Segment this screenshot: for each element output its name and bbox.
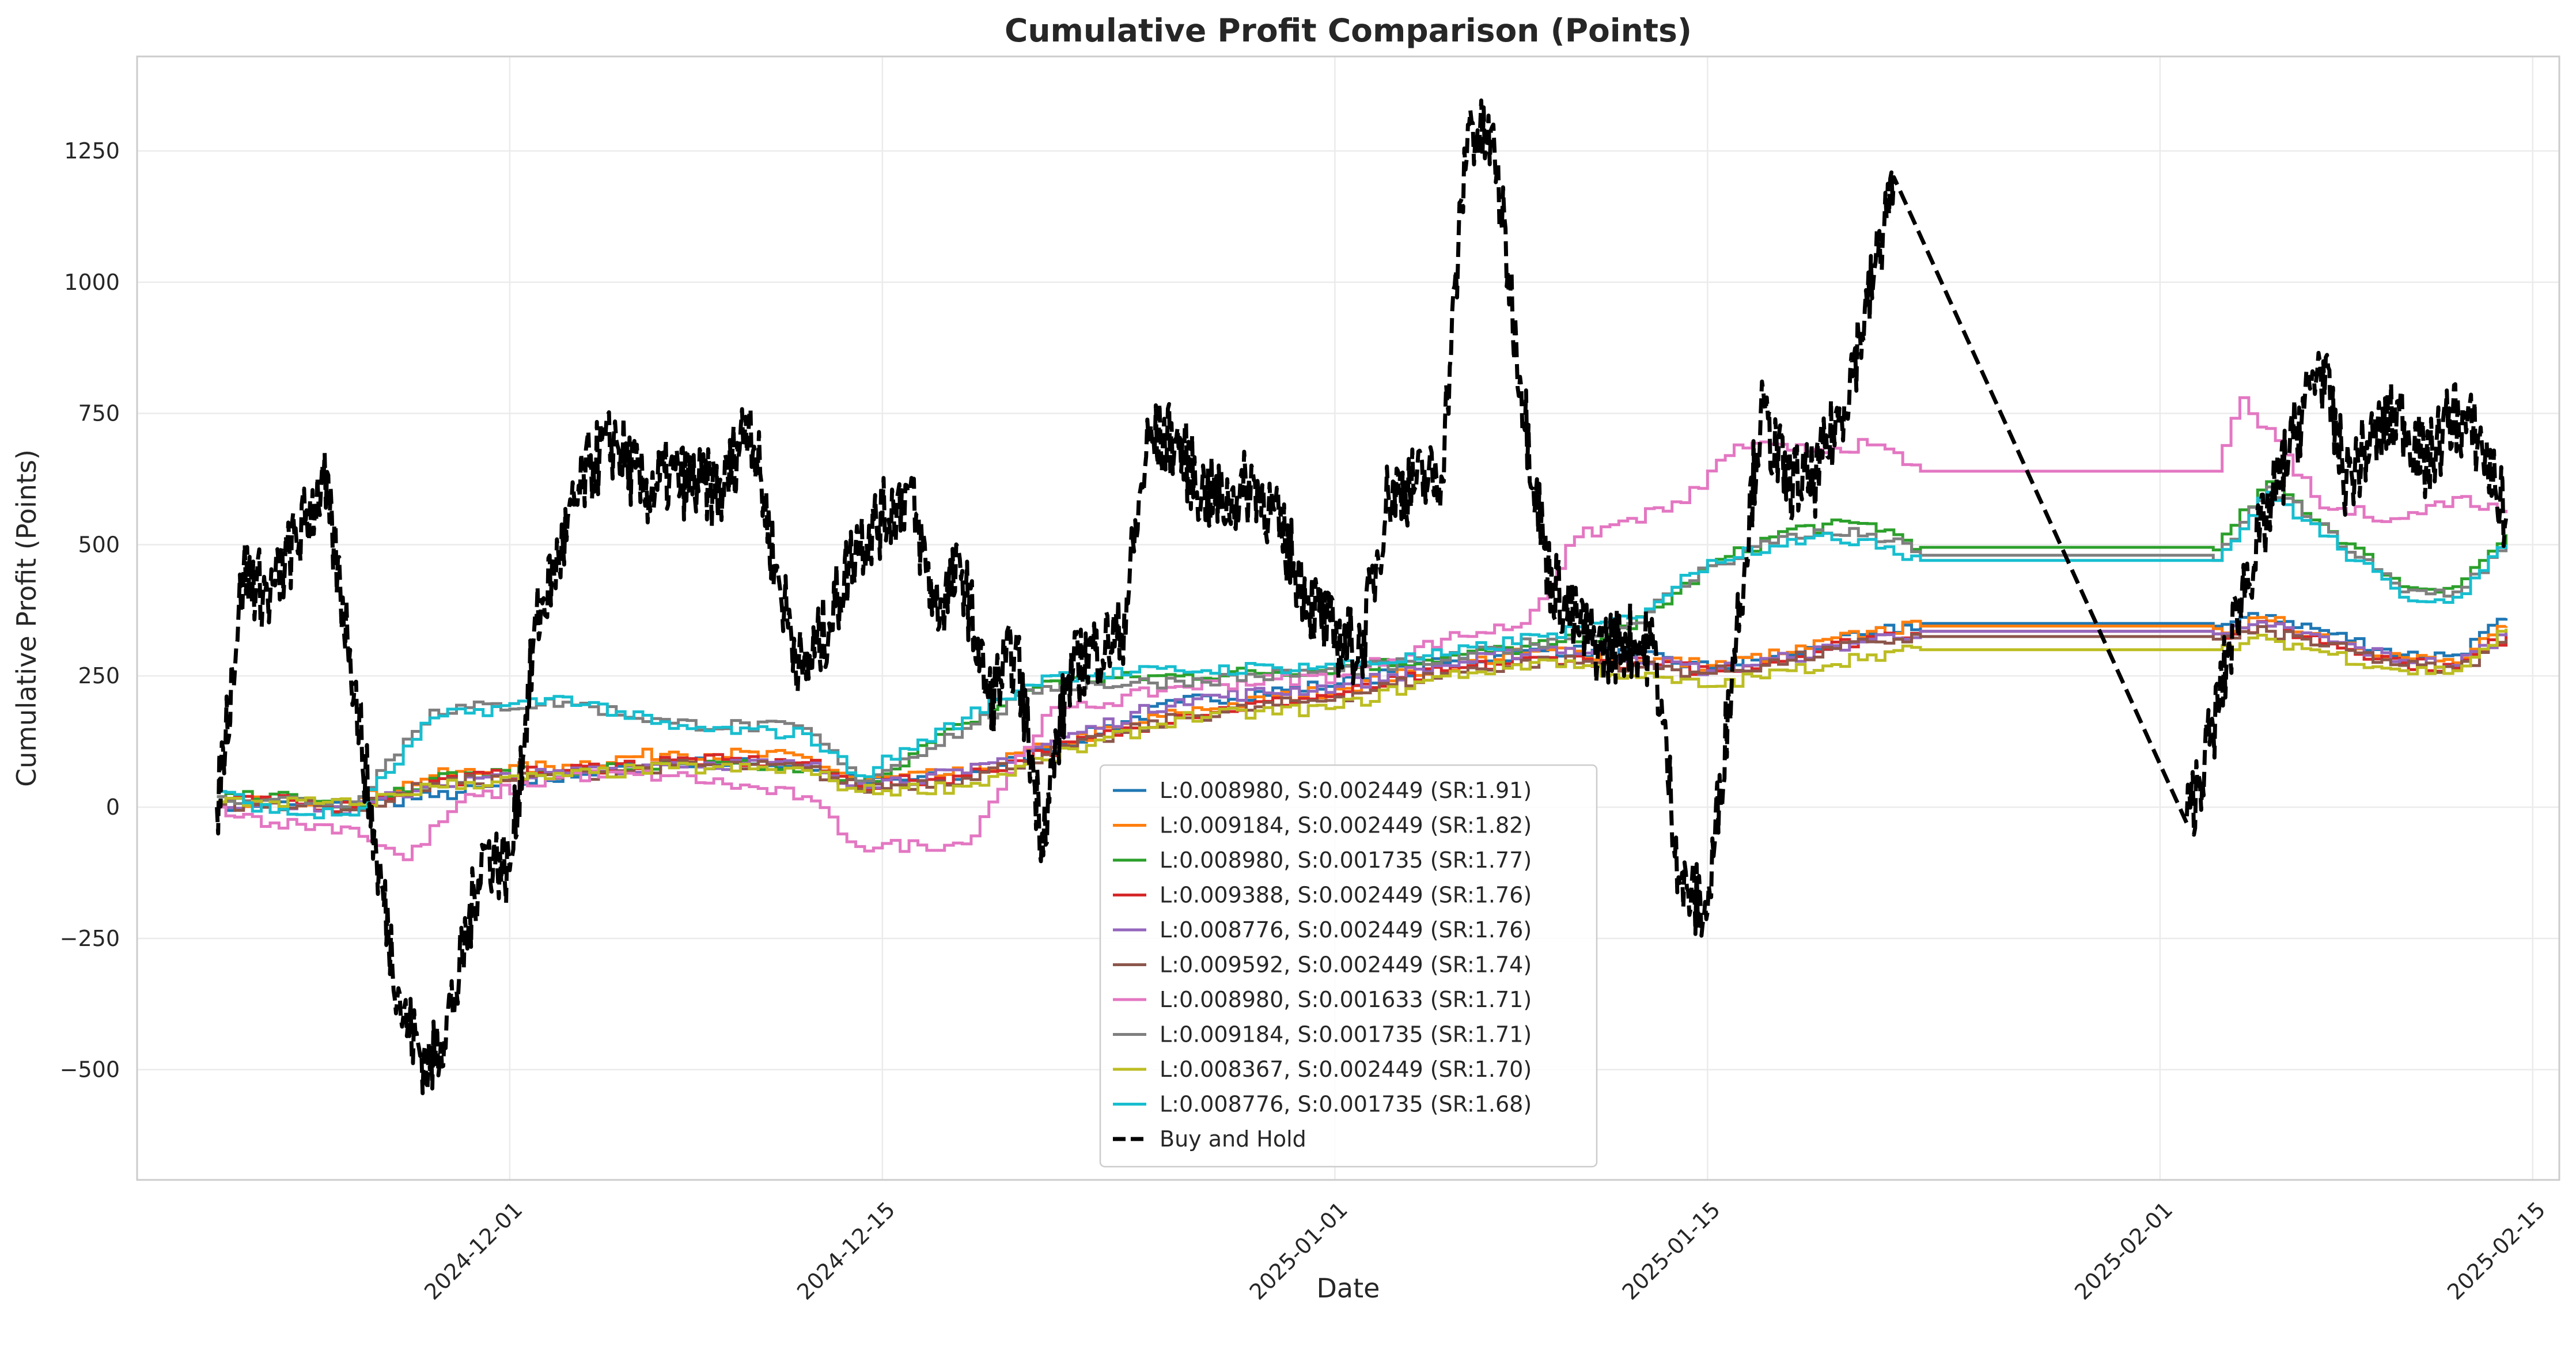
plot-frame (136, 55, 2560, 1181)
series-line-5 (217, 620, 2508, 815)
y-axis-title: Cumulative Profit (Points) (11, 449, 42, 787)
y-tick-label: −500 (60, 1057, 120, 1083)
legend-label: L:0.008367, S:0.002449 (SR:1.70) (1160, 1057, 1532, 1082)
legend-label: L:0.009592, S:0.002449 (SR:1.74) (1160, 952, 1532, 978)
legend-label: L:0.008776, S:0.002449 (SR:1.76) (1160, 917, 1532, 943)
legend-label: L:0.009184, S:0.002449 (SR:1.82) (1160, 813, 1532, 838)
series-layer (215, 98, 2509, 1095)
y-tick-labels: −500 −250 0 250 500 750 1000 1250 (60, 138, 120, 1083)
series-line-1 (217, 612, 2508, 812)
legend-label: Buy and Hold (1160, 1126, 1306, 1152)
y-tick-label: 500 (78, 532, 120, 557)
legend-label: L:0.009184, S:0.001735 (SR:1.71) (1160, 1022, 1532, 1047)
y-tick-label: 1250 (64, 138, 120, 164)
legend-label: L:0.008776, S:0.001735 (SR:1.68) (1160, 1092, 1532, 1117)
y-tick-label: 0 (106, 794, 120, 820)
series-line-buy-and-hold (215, 98, 2509, 1095)
legend-label: L:0.008980, S:0.001633 (SR:1.71) (1160, 987, 1532, 1012)
y-tick-label: −250 (60, 926, 120, 951)
legend: L:0.008980, S:0.002449 (SR:1.91) L:0.0091… (1099, 764, 1598, 1168)
legend-label: L:0.008980, S:0.001735 (SR:1.77) (1160, 847, 1532, 873)
series-line-10 (217, 490, 2508, 820)
chart-title: Cumulative Profit Comparison (Points) (1005, 12, 1692, 49)
y-tick-label: 1000 (64, 270, 120, 295)
y-tick-label: 750 (78, 401, 120, 426)
legend-label: L:0.008980, S:0.002449 (SR:1.91) (1160, 778, 1532, 803)
y-tick-label: 250 (78, 663, 120, 688)
x-axis-title: Date (1317, 1273, 1380, 1304)
legend-label: L:0.009388, S:0.002449 (SR:1.76) (1160, 883, 1532, 908)
series-line-9 (217, 629, 2508, 808)
legend-box (1099, 764, 1598, 1168)
